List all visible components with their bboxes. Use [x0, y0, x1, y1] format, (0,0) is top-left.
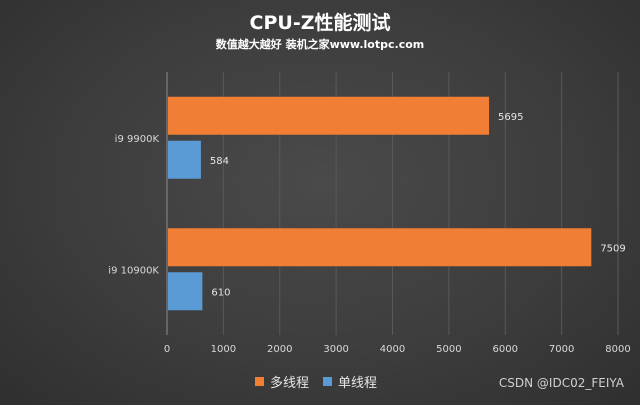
x-tick-label: 0 [164, 344, 170, 355]
x-tick-label: 3000 [323, 344, 348, 355]
data-label: 584 [210, 156, 229, 167]
legend-item-multi-thread: 多线程 [255, 372, 309, 391]
x-tick-label: 7000 [549, 344, 574, 355]
x-tick-label: 4000 [380, 344, 405, 355]
legend-label-multi-thread: 多线程 [270, 376, 310, 391]
y-category-label: i9 9900K [115, 134, 160, 145]
y-category-label: i9 10900K [108, 265, 159, 276]
bar [168, 96, 490, 135]
x-tick-label: 6000 [493, 344, 518, 355]
x-tick-label: 1000 [211, 344, 236, 355]
bar [168, 140, 201, 179]
legend-label-single-thread: 单线程 [338, 376, 378, 391]
watermark: CSDN @IDC02_FEIYA [498, 376, 624, 390]
bar [168, 228, 592, 267]
x-tick-label: 5000 [436, 344, 461, 355]
data-label: 610 [211, 287, 230, 298]
data-label: 5695 [498, 112, 523, 123]
chart-title: CPU-Z性能测试 [249, 12, 391, 34]
chart-subtitle: 数值越大越好 装机之家www.lotpc.com [215, 38, 425, 51]
bar [168, 272, 203, 311]
legend-item-single-thread: 单线程 [323, 372, 377, 391]
data-label: 7509 [600, 243, 625, 254]
legend: 多线程 单线程 [255, 372, 377, 391]
x-tick-label: 2000 [267, 344, 292, 355]
legend-swatch-multi-thread [255, 377, 264, 386]
x-tick-label: 8000 [605, 344, 630, 355]
legend-swatch-single-thread [323, 377, 333, 386]
